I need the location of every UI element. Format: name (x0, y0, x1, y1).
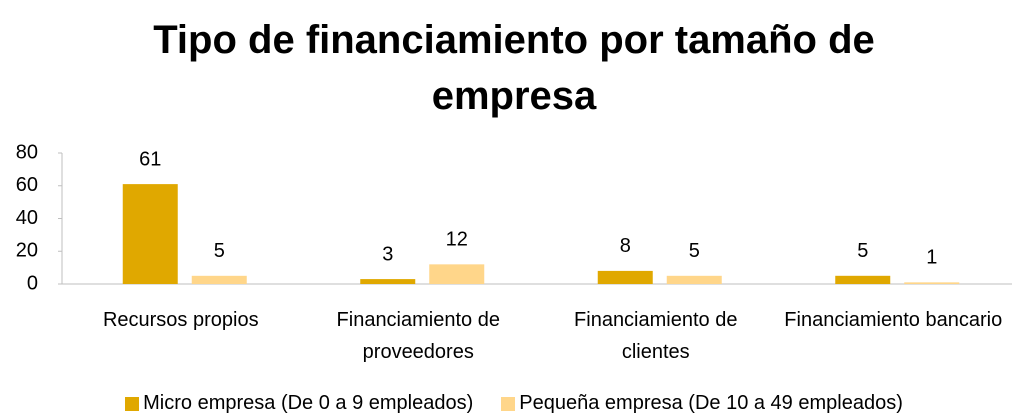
y-tick-label: 80 (16, 141, 38, 163)
x-tick-label: Financiamiento de proveedores (336, 309, 500, 363)
data-label: 1 (926, 247, 937, 269)
legend-label: Micro empresa (De 0 a 9 empleados) (143, 392, 474, 414)
y-tick-label: 0 (27, 272, 38, 294)
data-label: 5 (857, 240, 868, 262)
bar (429, 264, 485, 284)
bar (191, 275, 247, 284)
legend-item: Micro empresa (De 0 a 9 empleados) (125, 392, 473, 415)
bar (835, 275, 891, 284)
data-label: 8 (620, 235, 631, 257)
bar (122, 184, 178, 284)
data-label: 5 (214, 240, 225, 262)
bar (666, 275, 722, 284)
bar (904, 282, 960, 284)
data-label: 3 (382, 243, 393, 265)
legend: Micro empresa (De 0 a 9 empleados) Pequeñ… (0, 392, 1028, 415)
y-tick-label: 20 (16, 240, 38, 262)
data-label: 61 (139, 148, 161, 170)
x-tick-label: Financiamiento de clientes (574, 309, 738, 363)
bar (597, 270, 653, 284)
legend-item: Pequeña empresa (De 10 a 49 empleados) (501, 392, 903, 415)
legend-swatch (501, 396, 516, 411)
legend-swatch (125, 396, 140, 411)
chart-title: Tipo de financiamiento por tamaño de emp… (153, 18, 875, 118)
x-tick-label: Recursos propios (102, 309, 259, 331)
data-label: 5 (689, 240, 700, 262)
y-tick-label: 60 (16, 174, 38, 196)
bar (360, 279, 416, 284)
legend-label: Pequeña empresa (De 10 a 49 empleados) (519, 392, 903, 414)
data-label: 12 (446, 229, 468, 251)
x-tick-label: Financiamiento bancario (784, 309, 1003, 331)
y-tick-label: 40 (16, 207, 38, 229)
